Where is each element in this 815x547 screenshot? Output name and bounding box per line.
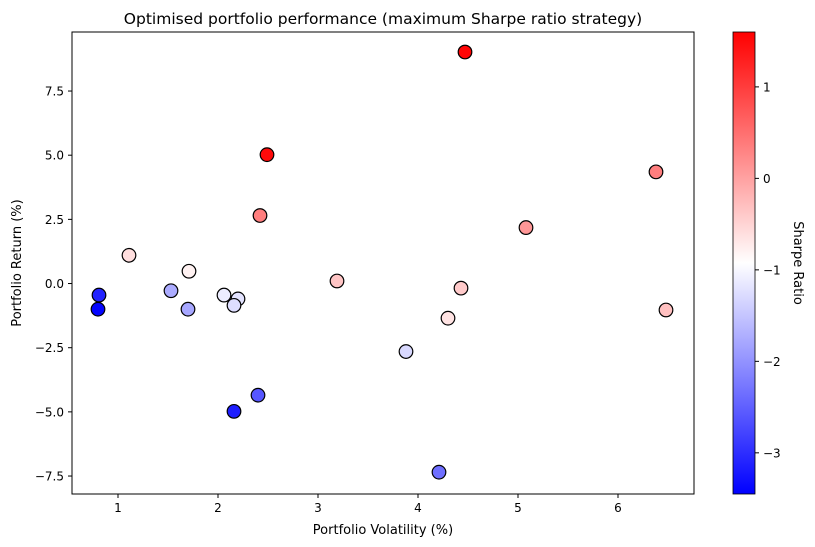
scatter-point (518, 220, 534, 235)
data-points (90, 44, 674, 480)
scatter-point (252, 208, 268, 223)
scatter-point (250, 387, 266, 403)
scatter-point (259, 147, 275, 163)
colorbar-tick-label: −1 (763, 263, 781, 277)
scatter-point (181, 263, 197, 279)
scatter-point (121, 247, 137, 263)
y-tick-label: 2.5 (45, 213, 64, 227)
colorbar (732, 31, 756, 495)
scatter-point (658, 302, 674, 318)
x-tick-label: 5 (514, 501, 522, 515)
colorbar-tick-label: 0 (763, 172, 771, 186)
scatter-point (398, 344, 414, 359)
x-tick-label: 3 (314, 501, 322, 515)
scatter-point (457, 44, 473, 60)
plot-area (71, 31, 695, 495)
y-axis-ticks: −7.5 −5.0 −2.5 0.0 2.5 5.0 7.5 (35, 85, 72, 484)
scatter-point (216, 287, 232, 303)
colorbar-ticks: 1 0 −1 −2 −3 (755, 80, 781, 460)
chart-title: Optimised portfolio performance (maximum… (124, 10, 642, 28)
x-tick-label: 4 (414, 501, 422, 515)
y-tick-label: 0.0 (45, 277, 64, 291)
colorbar-tick-label: −3 (763, 446, 781, 460)
scatter-point (431, 464, 447, 480)
y-tick-label: −5.0 (35, 405, 64, 419)
y-tick-label: 5.0 (45, 149, 64, 163)
y-axis-label: Portfolio Return (%) (10, 199, 25, 326)
scatter-point (163, 283, 179, 299)
scatter-point (180, 301, 196, 317)
x-tick-label: 6 (614, 501, 622, 515)
colorbar-label: Sharpe Ratio (790, 221, 805, 305)
scatter-point (329, 273, 345, 289)
scatter-point (91, 287, 107, 303)
y-tick-label: 7.5 (45, 85, 64, 99)
colorbar-tick-label: −2 (763, 355, 781, 369)
y-tick-label: −7.5 (35, 470, 64, 484)
scatter-point (648, 164, 664, 180)
scatter-point (226, 403, 242, 419)
scatter-point (440, 310, 456, 326)
scatter-point (453, 280, 469, 296)
x-axis-ticks: 1 2 3 4 5 6 (114, 494, 622, 515)
y-tick-label: −2.5 (35, 341, 64, 355)
colorbar-tick-label: 1 (763, 80, 771, 94)
scatter-point (226, 297, 242, 313)
x-tick-label: 2 (214, 501, 222, 515)
x-axis-label: Portfolio Volatility (%) (313, 523, 453, 538)
x-tick-label: 1 (114, 501, 122, 515)
scatter-point (90, 301, 106, 317)
